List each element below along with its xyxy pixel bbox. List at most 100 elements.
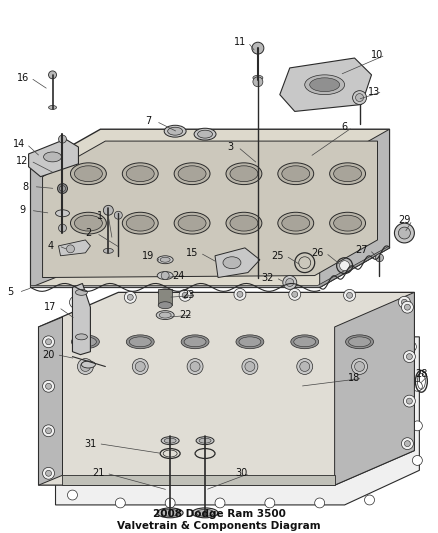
Polygon shape	[158, 289, 172, 305]
Text: 12: 12	[17, 156, 29, 166]
Text: 31: 31	[84, 439, 96, 449]
Circle shape	[245, 361, 255, 372]
Ellipse shape	[160, 257, 170, 262]
Text: 29: 29	[398, 215, 410, 225]
Ellipse shape	[291, 335, 319, 349]
Circle shape	[72, 299, 78, 305]
Ellipse shape	[164, 438, 176, 443]
Circle shape	[404, 441, 410, 447]
Circle shape	[297, 359, 313, 374]
Ellipse shape	[158, 302, 172, 309]
Circle shape	[127, 294, 133, 300]
Ellipse shape	[230, 215, 258, 231]
Ellipse shape	[56, 210, 70, 217]
Circle shape	[145, 337, 155, 347]
Circle shape	[364, 495, 374, 505]
Polygon shape	[63, 475, 335, 485]
Ellipse shape	[278, 163, 314, 184]
Circle shape	[46, 339, 52, 345]
Text: 16: 16	[17, 73, 29, 83]
Text: 10: 10	[371, 50, 384, 60]
Circle shape	[173, 374, 277, 477]
Ellipse shape	[194, 128, 216, 140]
Text: 11: 11	[234, 37, 246, 47]
Text: 5: 5	[7, 287, 14, 297]
Circle shape	[60, 185, 66, 191]
Text: 21: 21	[92, 469, 105, 478]
Text: 30: 30	[236, 469, 248, 478]
Circle shape	[187, 359, 203, 374]
Polygon shape	[39, 293, 414, 485]
Ellipse shape	[346, 335, 374, 349]
Text: 9: 9	[20, 205, 26, 215]
Circle shape	[343, 289, 356, 301]
Circle shape	[401, 301, 413, 313]
Circle shape	[413, 456, 422, 465]
Circle shape	[190, 334, 200, 344]
Circle shape	[115, 498, 125, 508]
Circle shape	[399, 296, 410, 308]
Ellipse shape	[164, 125, 186, 137]
Ellipse shape	[334, 215, 361, 231]
Ellipse shape	[161, 510, 179, 516]
Circle shape	[283, 276, 297, 289]
Polygon shape	[31, 129, 389, 287]
Circle shape	[124, 292, 136, 303]
Ellipse shape	[103, 248, 113, 253]
Ellipse shape	[174, 163, 210, 184]
Circle shape	[59, 135, 67, 143]
Text: 6: 6	[342, 122, 348, 132]
Text: 22: 22	[179, 310, 191, 320]
Ellipse shape	[156, 311, 174, 320]
Circle shape	[67, 372, 78, 381]
Text: 20: 20	[42, 350, 55, 360]
Ellipse shape	[278, 212, 314, 234]
Text: 7: 7	[145, 116, 152, 126]
Circle shape	[81, 361, 90, 372]
Text: 15: 15	[186, 248, 198, 258]
Ellipse shape	[236, 335, 264, 349]
Ellipse shape	[71, 335, 99, 349]
Ellipse shape	[122, 212, 158, 234]
Circle shape	[234, 288, 246, 300]
Circle shape	[42, 336, 54, 348]
Circle shape	[375, 254, 384, 262]
Circle shape	[314, 498, 325, 508]
Ellipse shape	[184, 337, 206, 347]
Polygon shape	[215, 248, 260, 278]
Circle shape	[253, 77, 263, 87]
Ellipse shape	[178, 166, 206, 182]
Circle shape	[83, 374, 187, 477]
Circle shape	[179, 289, 191, 301]
Ellipse shape	[282, 166, 310, 182]
Circle shape	[190, 361, 200, 372]
Ellipse shape	[159, 312, 171, 318]
Circle shape	[67, 245, 74, 253]
Ellipse shape	[161, 437, 179, 445]
Polygon shape	[59, 240, 90, 256]
Circle shape	[67, 411, 78, 421]
Circle shape	[406, 398, 413, 404]
Text: 19: 19	[142, 251, 154, 261]
Circle shape	[42, 381, 54, 392]
Circle shape	[135, 361, 145, 372]
Circle shape	[59, 224, 67, 232]
Ellipse shape	[157, 272, 173, 279]
Ellipse shape	[168, 127, 183, 135]
Circle shape	[271, 382, 359, 470]
Circle shape	[289, 288, 301, 300]
Circle shape	[237, 292, 243, 297]
Circle shape	[215, 498, 225, 508]
Circle shape	[106, 344, 115, 354]
Ellipse shape	[330, 212, 366, 234]
Circle shape	[252, 42, 264, 54]
Ellipse shape	[157, 508, 183, 518]
Circle shape	[46, 428, 52, 434]
Circle shape	[103, 205, 113, 215]
Text: 13: 13	[368, 87, 381, 96]
Circle shape	[42, 467, 54, 479]
Circle shape	[286, 279, 294, 286]
Circle shape	[370, 332, 379, 342]
Circle shape	[406, 354, 413, 360]
Circle shape	[92, 382, 179, 470]
